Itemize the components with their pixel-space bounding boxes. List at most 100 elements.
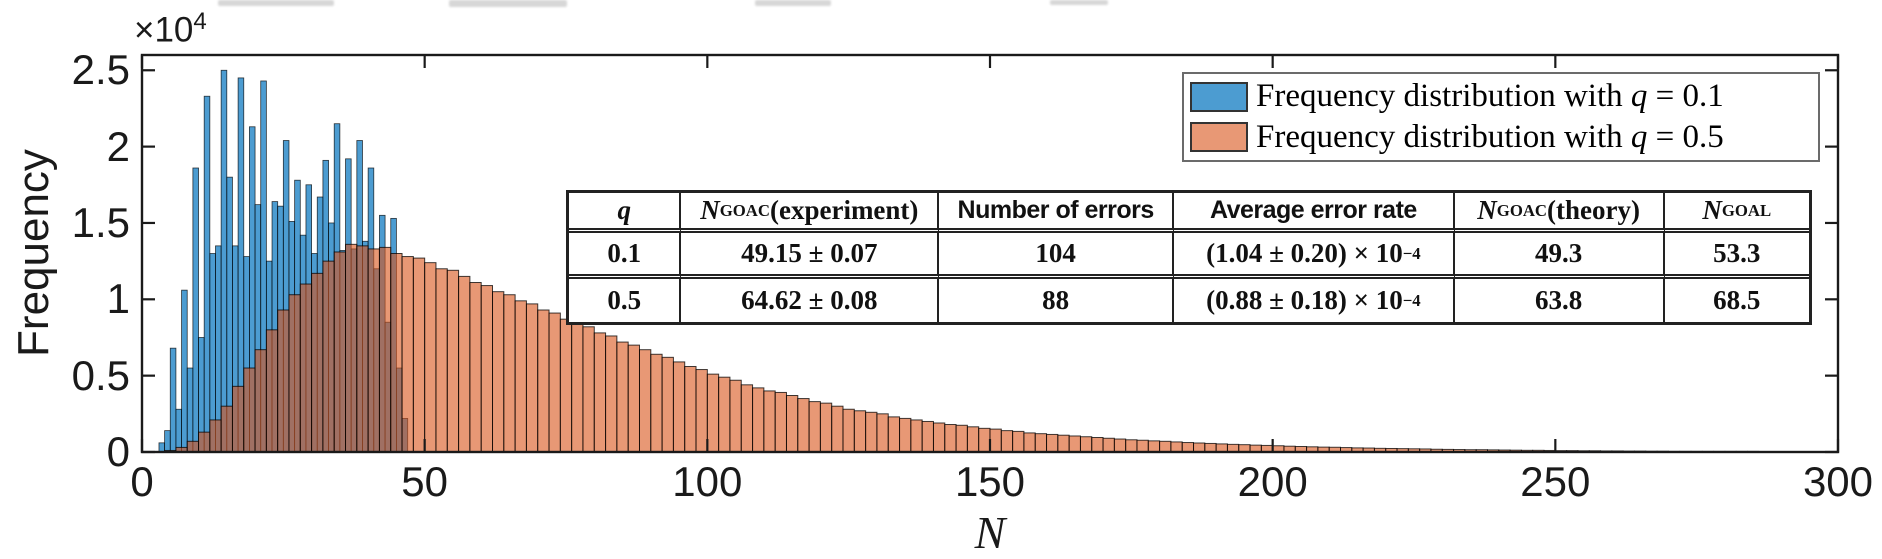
x-tick-label: 300 [1802, 458, 1874, 505]
histogram-bar [819, 402, 833, 453]
histogram-bar [243, 367, 256, 453]
y-tick-label: 1.5 [71, 198, 130, 246]
histogram-bar [842, 408, 855, 453]
histogram-bar [220, 69, 228, 453]
histogram-bar [345, 243, 358, 453]
table-header-cell: Number of errors [939, 193, 1175, 233]
histogram-bar [1147, 440, 1161, 453]
histogram-bar [1181, 442, 1195, 453]
histogram-bar [181, 289, 188, 453]
histogram-bar [763, 390, 776, 453]
histogram-bar [1012, 430, 1025, 453]
table-cell: 49.15 ± 0.07 [681, 233, 940, 279]
y-tick-label: 0 [106, 428, 130, 475]
histogram-bar [220, 405, 233, 453]
x-tick-label: 0 [130, 458, 154, 505]
histogram-bar [797, 398, 810, 453]
histogram-bar [627, 344, 640, 453]
histogram-bar [1034, 433, 1048, 453]
histogram-bar [198, 431, 211, 453]
orange-swatch [1190, 122, 1248, 153]
legend-label: Frequency distribution with q = 0.1 [1256, 78, 1724, 115]
histogram-bar [1215, 443, 1228, 453]
histogram-bar [1023, 432, 1036, 453]
histogram-bar [1159, 440, 1172, 453]
x-tick-label: 50 [401, 458, 449, 505]
histogram-bar [661, 356, 674, 453]
histogram-bar [876, 413, 889, 453]
histogram-bar [559, 318, 573, 453]
table-header-cell: N GOAC (experiment) [681, 193, 940, 233]
histogram-bar [1046, 433, 1059, 453]
histogram-bar [435, 268, 448, 453]
y-tick-label: 0.5 [71, 351, 130, 399]
histogram-bar [706, 373, 720, 453]
table-header-cell: q [569, 193, 682, 233]
histogram-bar [480, 285, 494, 453]
legend-entry: Frequency distribution with q = 0.5 [1190, 117, 1812, 157]
histogram-bar [853, 410, 867, 453]
histogram-bar [492, 291, 505, 453]
histogram-bar [1136, 439, 1149, 453]
table-header-cell: N GOAC (theory) [1454, 193, 1665, 233]
table-cell: 68.5 [1713, 285, 1761, 315]
histogram-bar [808, 401, 821, 453]
histogram-bar [311, 272, 324, 453]
x-tick-label: 250 [1520, 458, 1591, 505]
histogram-bar [1068, 435, 1081, 453]
y-tick-label: 2 [106, 122, 130, 170]
histogram-bar [209, 419, 222, 453]
table-cell: (1.04 ± 0.20) × 10 −4 [1174, 233, 1455, 279]
histogram-bar [1091, 436, 1104, 453]
histogram-bar [158, 442, 166, 453]
histogram-bar [537, 309, 550, 453]
histogram-bar [231, 385, 245, 453]
histogram-bar [989, 428, 1002, 453]
histogram-bar [921, 420, 934, 453]
x-tick-label: 200 [1237, 458, 1308, 505]
histogram-bar [401, 256, 414, 453]
legend-label: Frequency distribution with q = 0.5 [1256, 118, 1724, 155]
x-axis-label: N [974, 507, 1006, 558]
histogram-bar [593, 332, 607, 453]
table-header-cell: Average error rate [1174, 193, 1455, 233]
histogram-bar [367, 248, 380, 453]
histogram-bar [571, 323, 584, 453]
table-cell: 0.5 [569, 279, 682, 322]
histogram-bar [1057, 434, 1070, 453]
histogram-bar [638, 349, 652, 453]
table-cell: 63.8 [1455, 279, 1665, 322]
legend-entry: Frequency distribution with q = 0.1 [1190, 77, 1812, 117]
table-cell: 64.62 ± 0.08 [681, 279, 940, 322]
histogram-bar [978, 427, 991, 453]
histogram-bar [333, 251, 347, 453]
histogram-bar [932, 422, 946, 453]
table-cell: 88 [939, 279, 1175, 322]
histogram-bar [582, 326, 595, 453]
cropped-text-artifact [755, 0, 831, 6]
histogram-bar [322, 260, 335, 453]
histogram-bar [955, 424, 968, 453]
histogram-bar [740, 384, 754, 453]
histogram-bar [186, 440, 200, 453]
histogram-bar [1000, 430, 1014, 453]
histogram-bar [605, 335, 618, 453]
results-table: q N GOAC (experiment) Number of errors Avera… [566, 190, 1812, 325]
cropped-text-artifact [1050, 0, 1108, 5]
histogram-bar [469, 282, 482, 453]
histogram-bar [288, 294, 301, 453]
histogram-bar [785, 395, 799, 453]
legend: Frequency distribution with q = 0.1 Frequ… [1182, 72, 1820, 162]
histogram-bar [887, 416, 901, 453]
histogram-bar [1113, 438, 1127, 453]
histogram-bar [729, 379, 742, 453]
histogram-bar [525, 303, 539, 453]
table-header-cell: N GOAL [1664, 193, 1809, 233]
histogram-bar [1079, 436, 1093, 453]
histogram-bar [1102, 437, 1115, 453]
histogram-bar [412, 257, 426, 453]
histogram-bar [277, 309, 290, 453]
y-tick-label: 1 [106, 275, 130, 323]
